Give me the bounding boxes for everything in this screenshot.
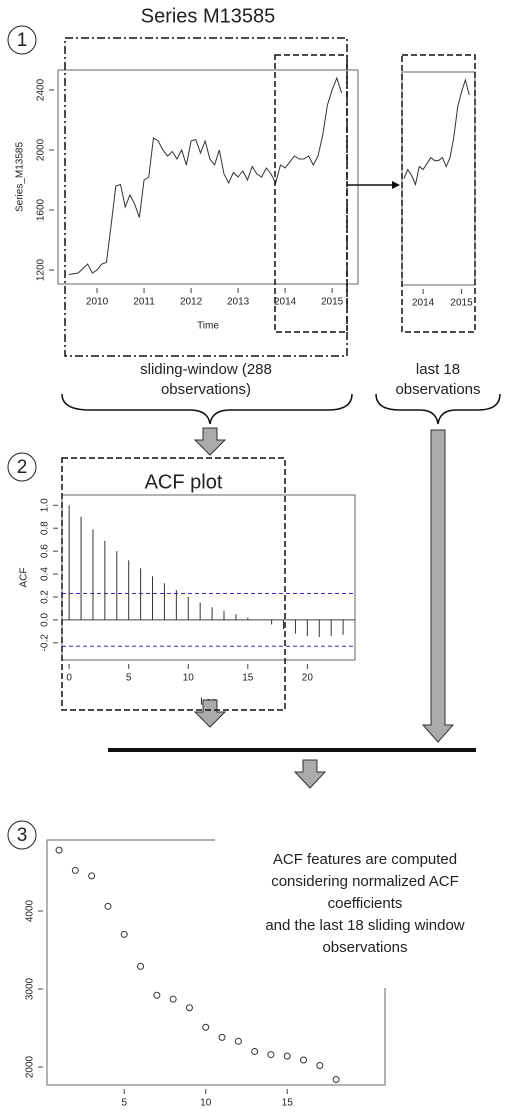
- y-tick-label: 4000: [25, 899, 36, 922]
- last-window-box: [401, 54, 476, 333]
- x-tick-label: 2013: [227, 297, 250, 308]
- x-tick-label: 10: [200, 1098, 212, 1109]
- brace: [375, 393, 501, 425]
- sliding-window-box: [64, 37, 348, 357]
- window-label: sliding-window (288: [140, 361, 272, 378]
- flow-arrow: [421, 429, 455, 743]
- y-axis-label: Series_M13585: [15, 142, 26, 212]
- y-tick-label: -0.2: [40, 634, 51, 652]
- x-tick-label: 2010: [86, 297, 109, 308]
- y-tick-label: 0.0: [40, 613, 51, 627]
- brace: [61, 393, 353, 425]
- point: [55, 846, 63, 854]
- acf-window-box: [61, 457, 286, 711]
- point: [104, 902, 112, 910]
- y-tick-label: 3000: [25, 977, 36, 1000]
- last-window-box: [274, 54, 348, 333]
- step-circle: [7, 25, 37, 55]
- point: [202, 1023, 210, 1031]
- x-tick-label: 5: [121, 1098, 127, 1109]
- point: [88, 872, 96, 880]
- point: [300, 1056, 308, 1064]
- last-label: observations: [395, 381, 480, 398]
- x-axis-label: Time: [197, 321, 219, 332]
- point: [283, 1052, 291, 1060]
- series-line: [68, 76, 343, 276]
- x-tick-label: 20: [302, 673, 314, 684]
- point: [234, 1037, 242, 1045]
- plot-box: [61, 494, 356, 661]
- features-text: ACF features are computed: [273, 851, 457, 868]
- x-tick-label: 5: [126, 673, 132, 684]
- y-tick-label: 2000: [25, 1055, 36, 1078]
- y-tick-label: 0.6: [40, 544, 51, 558]
- features-text: considering normalized ACF: [271, 873, 459, 890]
- point: [185, 1004, 193, 1012]
- x-tick-label: 0: [66, 673, 72, 684]
- flow-arrow: [193, 699, 227, 728]
- y-tick-label: 0.8: [40, 521, 51, 535]
- y-tick-label: 2400: [36, 78, 47, 101]
- point: [267, 1051, 275, 1059]
- x-tick-label: 15: [282, 1098, 294, 1109]
- text-background: [215, 838, 507, 988]
- features-text: and the last 18 sliding window: [265, 917, 464, 934]
- series-line: [403, 78, 470, 187]
- step-number: 3: [17, 825, 28, 846]
- chart-title: ACF plot: [145, 471, 223, 493]
- x-tick-label: 2014: [274, 297, 297, 308]
- x-tick-label: 2015: [321, 297, 344, 308]
- x-tick-label: 2014: [412, 298, 435, 309]
- point: [169, 995, 177, 1003]
- x-tick-label: 2015: [450, 298, 473, 309]
- point: [251, 1047, 259, 1055]
- step-number: 2: [17, 457, 28, 478]
- y-tick-label: 1600: [36, 198, 47, 221]
- plot-box: [57, 69, 359, 285]
- step-number: 1: [17, 30, 28, 51]
- flow-arrow: [193, 427, 227, 456]
- y-axis-label: ACF: [19, 568, 30, 588]
- window-label: observations): [161, 381, 251, 398]
- features-text: coefficients: [328, 895, 403, 912]
- y-tick-label: 0.2: [40, 590, 51, 604]
- chart-title: Series M13585: [141, 5, 276, 27]
- point: [137, 962, 145, 970]
- arrow-head: [392, 181, 400, 189]
- step-circle: [7, 452, 37, 482]
- point: [153, 991, 161, 999]
- y-tick-label: 0.4: [40, 567, 51, 581]
- point: [120, 930, 128, 938]
- x-tick-label: 2012: [180, 297, 203, 308]
- x-tick-label: 10: [183, 673, 195, 684]
- y-tick-label: 1200: [36, 258, 47, 281]
- last-label: last 18: [416, 361, 460, 378]
- x-tick-label: 15: [242, 673, 254, 684]
- step-circle: [7, 820, 37, 850]
- point: [71, 866, 79, 874]
- x-tick-label: 2011: [133, 297, 155, 308]
- point: [218, 1033, 226, 1041]
- point: [332, 1076, 340, 1084]
- y-tick-label: 2000: [36, 138, 47, 161]
- features-text: observations: [322, 939, 407, 956]
- diagram-layer: 1 2 3 sliding-window (288 observations) …: [7, 25, 507, 988]
- y-tick-label: 1.0: [40, 498, 51, 512]
- flow-arrow: [293, 759, 327, 789]
- point: [316, 1061, 324, 1069]
